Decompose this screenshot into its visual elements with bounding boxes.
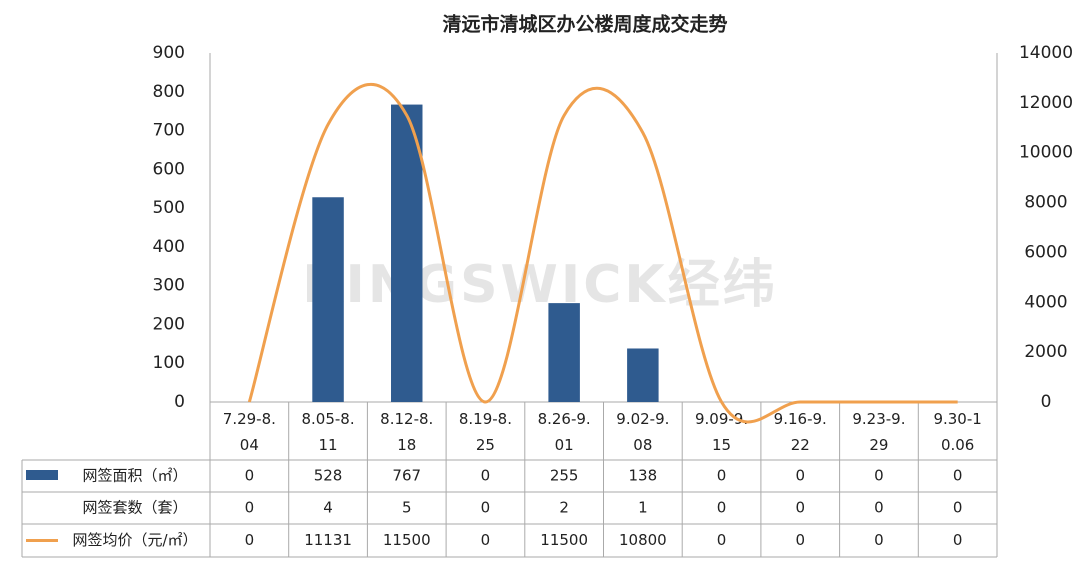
- y2-tick-label: 12000: [1019, 93, 1073, 113]
- x-category-cell: 8.26-9.01: [537, 410, 591, 454]
- table-value: 0: [717, 531, 727, 549]
- y-tick-label: 300: [153, 276, 185, 296]
- table-value: 1: [638, 499, 648, 517]
- x-tick-label: 9.23-9.29: [852, 410, 906, 454]
- x-category-cell: 9.02-9.08: [616, 410, 670, 454]
- table-value: 4: [323, 499, 333, 517]
- y-tick-label: 400: [153, 237, 185, 257]
- y-tick-label: 900: [153, 43, 185, 63]
- x-category-cell: 9.16-9.22: [773, 410, 827, 454]
- watermark: KINGSWICK经纬: [302, 255, 777, 315]
- table-value: 0: [481, 531, 491, 549]
- y2-tick-label: 10000: [1019, 143, 1073, 163]
- x-category-cell: 9.09-9.15: [694, 410, 749, 454]
- legend-swatch: [26, 470, 58, 480]
- chart-title: 清远市清城区办公楼周度成交走势: [442, 13, 727, 36]
- table-value: 0: [717, 467, 727, 485]
- table-value: 528: [314, 467, 343, 485]
- row-label: 网签面积（㎡）: [82, 467, 187, 485]
- y-tick-label: 800: [153, 82, 185, 102]
- y2-tick-label: 4000: [1024, 292, 1067, 312]
- x-category-cell: 9.23-9.29: [852, 410, 906, 454]
- x-category-cell: 7.29-8.04: [222, 410, 276, 454]
- row-label: 网签均价（元/㎡）: [72, 531, 197, 549]
- x-tick-label: 9.30-10.06: [933, 410, 982, 454]
- line-series: [247, 83, 958, 424]
- table-value: 2: [559, 499, 569, 517]
- y2-tick-label: 14000: [1019, 43, 1073, 63]
- y2-tick-label: 2000: [1024, 342, 1067, 362]
- table-value: 11131: [304, 531, 352, 549]
- y-tick-label: 700: [153, 121, 185, 141]
- table-value: 0: [245, 467, 255, 485]
- x-category-cell: 8.05-8.11: [301, 410, 355, 454]
- table-value: 5: [402, 499, 412, 517]
- x-tick-label: 8.26-9.01: [537, 410, 591, 454]
- table-value: 0: [874, 499, 884, 517]
- y-tick-label: 100: [153, 353, 185, 373]
- row-label: 网签套数（套）: [82, 499, 187, 517]
- table-value: 255: [550, 467, 579, 485]
- table-value: 0: [481, 499, 491, 517]
- x-tick-label: 9.16-9.22: [773, 410, 827, 454]
- table-value: 138: [629, 467, 658, 485]
- x-category-cell: 8.12-8.18: [380, 410, 434, 454]
- table-value: 0: [953, 467, 963, 485]
- y2-tick-label: 8000: [1024, 193, 1067, 213]
- table-value: 0: [795, 531, 805, 549]
- x-category-cell: 9.30-10.06: [933, 410, 982, 454]
- x-tick-label: 8.12-8.18: [380, 410, 434, 454]
- y-tick-label: 500: [153, 198, 185, 218]
- bar: [312, 197, 344, 402]
- table-value: 0: [245, 531, 255, 549]
- table-value: 10800: [619, 531, 667, 549]
- table-value: 0: [953, 531, 963, 549]
- table-value: 0: [717, 499, 727, 517]
- table-value: 0: [874, 467, 884, 485]
- y2-tick-label: 0: [1041, 392, 1052, 412]
- bar: [391, 104, 423, 402]
- table-value: 11500: [383, 531, 431, 549]
- x-category-cell: 8.19-8.25: [458, 410, 512, 454]
- bar: [548, 303, 580, 402]
- x-tick-label: 8.05-8.11: [301, 410, 355, 454]
- table-value: 767: [392, 467, 421, 485]
- bar: [627, 348, 659, 402]
- x-tick-label: 9.09-9.15: [694, 410, 749, 454]
- y-tick-label: 0: [174, 392, 185, 412]
- table-value: 11500: [540, 531, 588, 549]
- y2-tick-label: 6000: [1024, 242, 1067, 262]
- table-value: 0: [245, 499, 255, 517]
- x-tick-label: 9.02-9.08: [616, 410, 670, 454]
- table-value: 0: [481, 467, 491, 485]
- x-tick-label: 7.29-8.04: [222, 410, 276, 454]
- table-value: 0: [795, 499, 805, 517]
- y-tick-label: 200: [153, 314, 185, 334]
- y-tick-label: 600: [153, 159, 185, 179]
- x-tick-label: 8.19-8.25: [458, 410, 512, 454]
- table-value: 0: [795, 467, 805, 485]
- table-value: 0: [874, 531, 884, 549]
- table-value: 0: [953, 499, 963, 517]
